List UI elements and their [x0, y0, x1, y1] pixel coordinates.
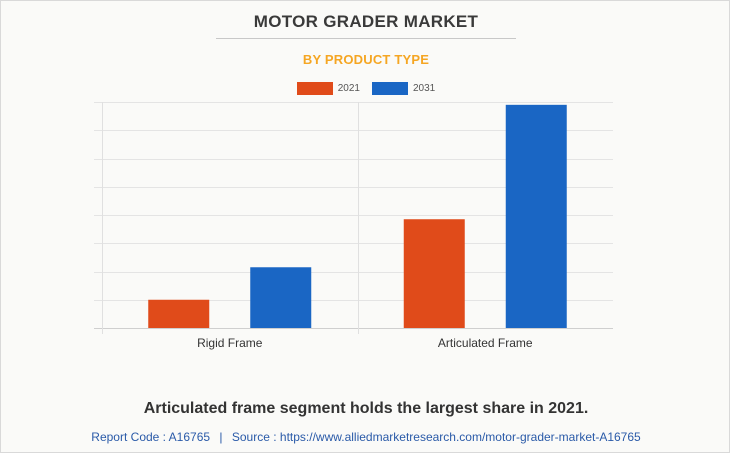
chart-title: MOTOR GRADER MARKET	[253, 12, 479, 31]
x-tick-label-articulated-frame: Articulated Frame	[438, 336, 533, 350]
bar-rigid-frame-2021	[148, 299, 210, 328]
chart-caption: Articulated frame segment holds the larg…	[143, 400, 589, 417]
source-link[interactable]: Source : https://www.alliedmarketresearc…	[231, 430, 641, 444]
legend-swatch-2031	[372, 81, 408, 95]
x-tick-labels: Rigid Frame Articulated Frame	[197, 336, 533, 350]
chart-subtitle: BY PRODUCT TYPE	[302, 52, 430, 67]
bar-articulated-frame-2031	[505, 104, 567, 328]
legend-swatch-2021	[296, 81, 333, 95]
footer: Report Code : A16765 | Source : https://…	[1, 430, 730, 444]
legend-label-2031: 2031	[413, 82, 436, 94]
chart-legend: 2021 2031	[1, 81, 730, 95]
report-code: Report Code : A16765	[91, 430, 211, 444]
legend-label-2021: 2021	[337, 82, 360, 94]
x-tick-label-rigid-frame: Rigid Frame	[197, 336, 263, 350]
legend-item-2031: 2031	[372, 81, 436, 95]
bar-layer	[148, 104, 567, 328]
footer-separator: |	[219, 430, 223, 444]
bar-rigid-frame-2031	[250, 267, 312, 328]
legend-item-2021: 2021	[296, 81, 360, 95]
title-divider	[216, 38, 516, 39]
bar-articulated-frame-2021	[403, 219, 465, 328]
